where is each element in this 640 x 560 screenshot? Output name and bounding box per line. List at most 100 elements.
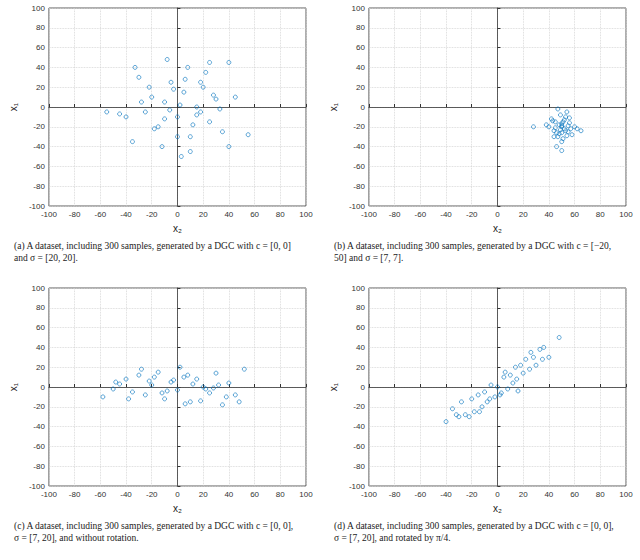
- svg-text:60: 60: [250, 210, 259, 219]
- svg-text:-100: -100: [41, 490, 58, 499]
- svg-text:x₁: x₁: [8, 382, 19, 391]
- html-text:(a) A dataset, including 300 s: (a) A dataset, including 300 samples, ge…: [14, 241, 291, 263]
- svg-text:100: 100: [352, 284, 366, 293]
- svg-text:-20: -20: [146, 210, 158, 219]
- svg-text:40: 40: [224, 490, 233, 499]
- svg-text:80: 80: [36, 23, 45, 32]
- svg-text:x₁: x₁: [328, 102, 339, 111]
- svg-text:-20: -20: [466, 210, 478, 219]
- svg-text:20: 20: [356, 83, 365, 92]
- svg-text:-100: -100: [28, 481, 45, 491]
- svg-text:-80: -80: [389, 490, 401, 499]
- svg-text:100: 100: [352, 4, 366, 13]
- svg-text:20: 20: [36, 363, 45, 372]
- svg-text:0: 0: [495, 210, 500, 219]
- svg-text:60: 60: [356, 43, 365, 52]
- svg-text:x₂: x₂: [173, 503, 182, 514]
- svg-text:60: 60: [250, 490, 259, 499]
- svg-text:80: 80: [596, 490, 605, 499]
- svg-text:-100: -100: [348, 201, 365, 211]
- svg-text:-80: -80: [33, 462, 45, 471]
- svg-text:60: 60: [570, 210, 579, 219]
- svg-text:100: 100: [32, 4, 46, 13]
- svg-text:-40: -40: [33, 142, 45, 151]
- svg-text:100: 100: [299, 490, 313, 499]
- svg-text:-60: -60: [415, 210, 427, 219]
- svg-text:-60: -60: [353, 162, 365, 171]
- svg-text:-40: -40: [440, 210, 452, 219]
- svg-text:20: 20: [199, 210, 208, 219]
- svg-text:0: 0: [360, 383, 365, 392]
- html-text:(b) A dataset, including 300 s: (b) A dataset, including 300 samples, ge…: [334, 241, 612, 263]
- svg-text:0: 0: [175, 210, 180, 219]
- svg-text:-40: -40: [440, 490, 452, 499]
- svg-text:20: 20: [36, 83, 45, 92]
- svg-text:x₂: x₂: [493, 223, 502, 234]
- svg-text:-80: -80: [69, 210, 81, 219]
- svg-text:60: 60: [356, 323, 365, 332]
- svg-text:-20: -20: [33, 402, 45, 411]
- svg-text:40: 40: [356, 343, 365, 352]
- svg-text:-100: -100: [361, 490, 378, 499]
- svg-text:20: 20: [519, 210, 528, 219]
- svg-text:100: 100: [32, 284, 46, 293]
- svg-text:-40: -40: [120, 490, 132, 499]
- svg-text:x₁: x₁: [328, 382, 339, 391]
- svg-text:-60: -60: [33, 442, 45, 451]
- svg-text:-20: -20: [33, 122, 45, 131]
- html-text:(c) A dataset, including 300 s: (c) A dataset, including 300 samples, ge…: [14, 521, 294, 543]
- svg-text:20: 20: [199, 490, 208, 499]
- svg-text:80: 80: [356, 303, 365, 312]
- svg-text:-40: -40: [353, 422, 365, 431]
- svg-text:80: 80: [276, 490, 285, 499]
- svg-text:-20: -20: [353, 402, 365, 411]
- svg-text:0: 0: [40, 383, 45, 392]
- svg-text:-40: -40: [120, 210, 132, 219]
- svg-text:0: 0: [40, 103, 45, 112]
- svg-text:40: 40: [544, 490, 553, 499]
- svg-text:100: 100: [299, 210, 313, 219]
- svg-text:60: 60: [570, 490, 579, 499]
- svg-text:-40: -40: [353, 142, 365, 151]
- svg-text:0: 0: [175, 490, 180, 499]
- svg-text:40: 40: [544, 210, 553, 219]
- svg-text:-20: -20: [146, 490, 158, 499]
- svg-text:40: 40: [356, 63, 365, 72]
- svg-text:-80: -80: [353, 182, 365, 191]
- svg-text:100: 100: [619, 210, 633, 219]
- svg-text:-100: -100: [348, 481, 365, 491]
- svg-text:-100: -100: [361, 210, 378, 219]
- svg-text:40: 40: [224, 210, 233, 219]
- svg-text:-60: -60: [353, 442, 365, 451]
- svg-text:20: 20: [356, 363, 365, 372]
- svg-text:80: 80: [596, 210, 605, 219]
- svg-text:100: 100: [619, 490, 633, 499]
- svg-text:-20: -20: [466, 490, 478, 499]
- svg-text:-60: -60: [95, 490, 107, 499]
- svg-text:-80: -80: [353, 462, 365, 471]
- svg-text:0: 0: [360, 103, 365, 112]
- svg-text:-80: -80: [389, 210, 401, 219]
- svg-text:-80: -80: [69, 490, 81, 499]
- svg-text:-100: -100: [41, 210, 58, 219]
- svg-text:0: 0: [495, 490, 500, 499]
- svg-text:80: 80: [36, 303, 45, 312]
- html-text:(d) A dataset, including 300 s: (d) A dataset, including 300 samples, ge…: [334, 521, 614, 543]
- svg-text:-100: -100: [28, 201, 45, 211]
- svg-text:60: 60: [36, 43, 45, 52]
- svg-text:-20: -20: [353, 122, 365, 131]
- svg-text:20: 20: [519, 490, 528, 499]
- svg-text:-60: -60: [95, 210, 107, 219]
- svg-text:-40: -40: [33, 422, 45, 431]
- svg-text:60: 60: [36, 323, 45, 332]
- svg-text:x₂: x₂: [493, 503, 502, 514]
- svg-text:-60: -60: [415, 490, 427, 499]
- svg-text:80: 80: [276, 210, 285, 219]
- svg-text:x₁: x₁: [8, 102, 19, 111]
- svg-text:-80: -80: [33, 182, 45, 191]
- svg-text:x₂: x₂: [173, 223, 182, 234]
- svg-text:-60: -60: [33, 162, 45, 171]
- svg-text:80: 80: [356, 23, 365, 32]
- svg-text:40: 40: [36, 343, 45, 352]
- svg-text:40: 40: [36, 63, 45, 72]
